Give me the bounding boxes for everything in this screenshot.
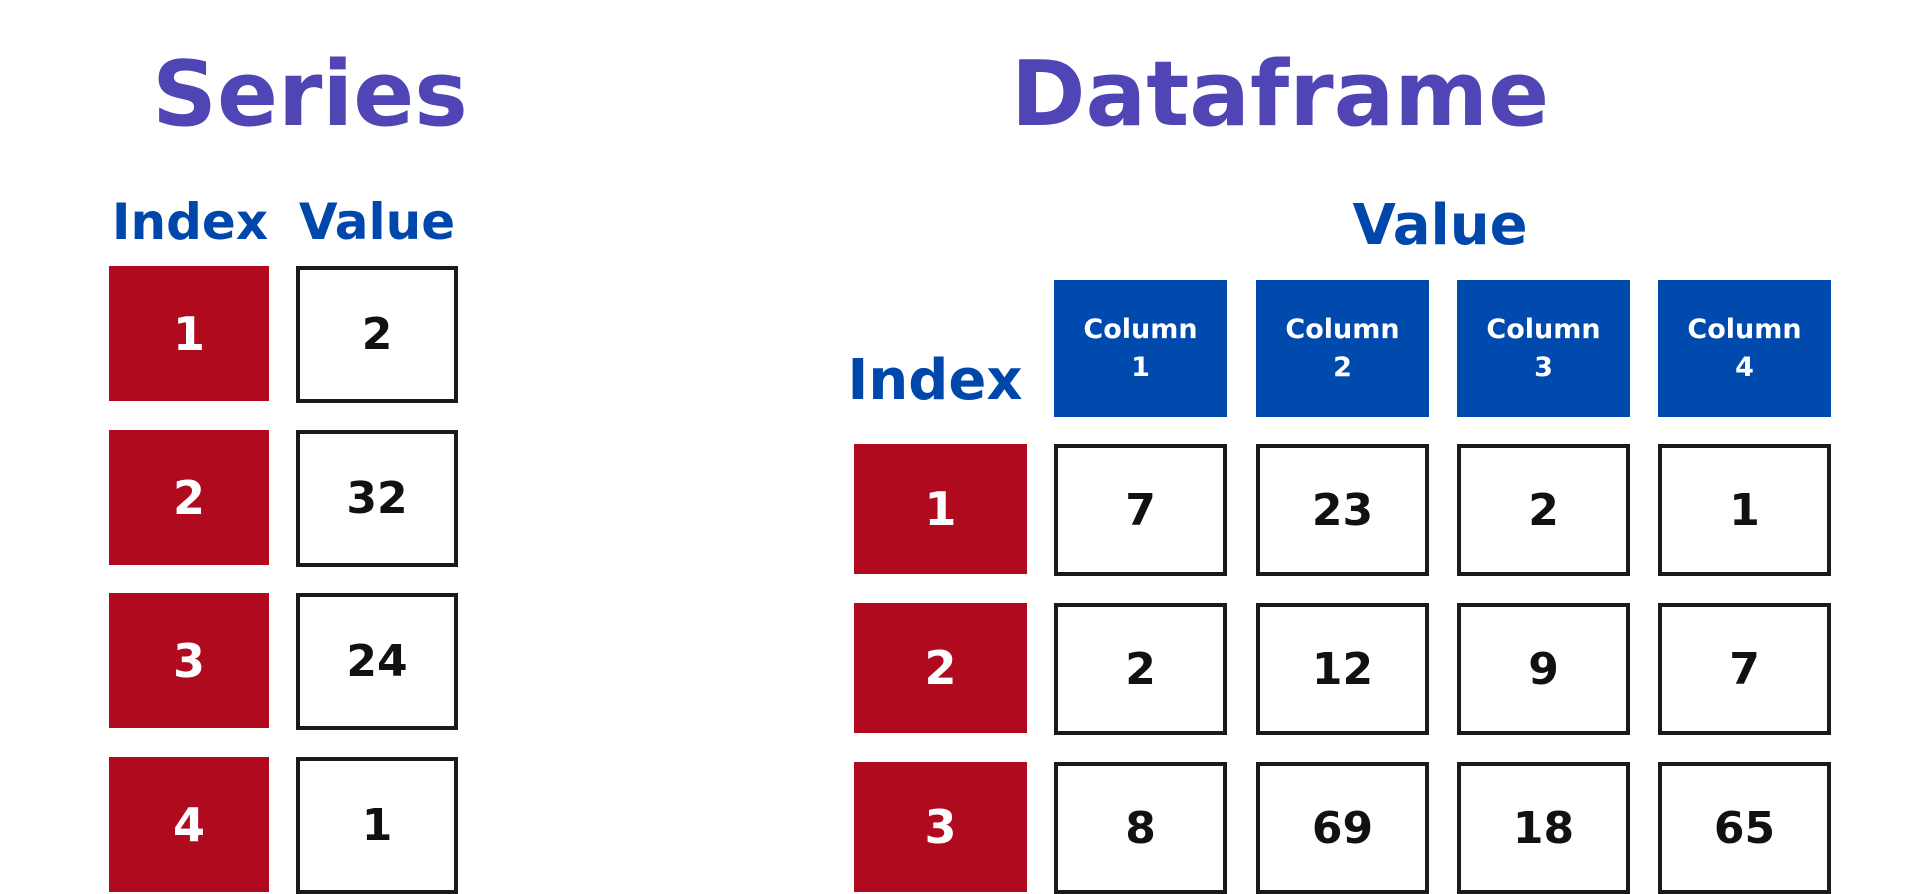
column-header-word: Column: [1285, 313, 1400, 345]
dataframe-column-header: Column 4: [1658, 280, 1831, 417]
dataframe-column-header: Column 1: [1054, 280, 1227, 417]
series-index-cell: 4: [109, 757, 269, 892]
series-index-label: Index: [111, 193, 269, 251]
column-header-word: Column: [1687, 313, 1802, 345]
dataframe-column-header: Column 2: [1256, 280, 1429, 417]
dataframe-value-cell: 7: [1054, 444, 1227, 576]
dataframe-index-cell: 2: [854, 603, 1027, 733]
series-index-cell: 3: [109, 593, 269, 728]
dataframe-index-cell: 3: [854, 762, 1027, 892]
dataframe-column-header: Column 3: [1457, 280, 1630, 417]
series-index-cell: 1: [109, 266, 269, 401]
dataframe-value-cell: 9: [1457, 603, 1630, 735]
column-header-word: Column: [1083, 313, 1198, 345]
dataframe-value-cell: 65: [1658, 762, 1831, 894]
dataframe-value-cell: 23: [1256, 444, 1429, 576]
dataframe-value-cell: 2: [1054, 603, 1227, 735]
column-header-number: 3: [1534, 351, 1553, 383]
column-header-word: Column: [1486, 313, 1601, 345]
series-index-cell: 2: [109, 430, 269, 565]
series-value-cell: 2: [296, 266, 458, 403]
dataframe-value-cell: 12: [1256, 603, 1429, 735]
series-value-label: Value: [298, 193, 456, 251]
dataframe-value-cell: 69: [1256, 762, 1429, 894]
dataframe-value-cell: 8: [1054, 762, 1227, 894]
column-header-number: 1: [1131, 351, 1150, 383]
series-title: Series: [152, 42, 468, 147]
dataframe-value-label: Value: [1352, 193, 1528, 258]
series-value-cell: 24: [296, 593, 458, 730]
series-value-cell: 32: [296, 430, 458, 567]
dataframe-value-cell: 18: [1457, 762, 1630, 894]
column-header-number: 2: [1333, 351, 1352, 383]
dataframe-value-cell: 2: [1457, 444, 1630, 576]
dataframe-index-cell: 1: [854, 444, 1027, 574]
dataframe-value-cell: 7: [1658, 603, 1831, 735]
dataframe-title: Dataframe: [1010, 42, 1550, 147]
dataframe-value-cell: 1: [1658, 444, 1831, 576]
dataframe-index-label: Index: [847, 348, 1023, 413]
column-header-number: 4: [1735, 351, 1754, 383]
series-value-cell: 1: [296, 757, 458, 894]
